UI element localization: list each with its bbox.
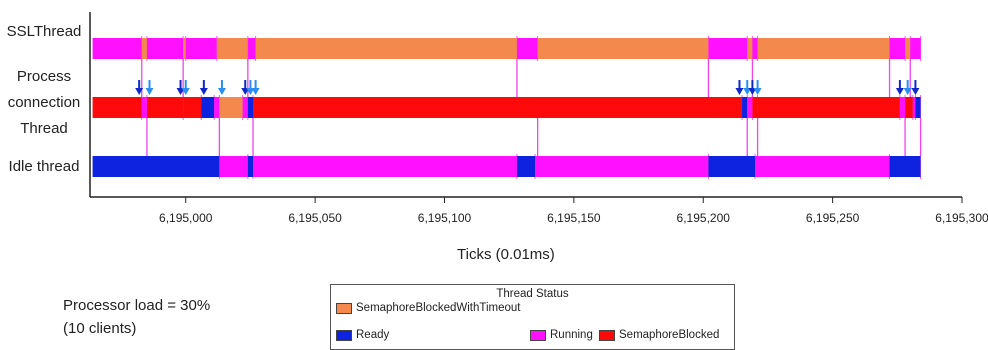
segment-running-bar [516,38,538,59]
x-tick-label: 6,195,300 [935,211,988,225]
segment-running-bar [242,97,248,118]
legend-swatch [336,329,352,341]
segment-ready-bar [247,156,254,177]
segment-semaphoreblockedwithtimeout-bar [757,38,890,59]
segment-running-bar [910,38,921,59]
segment-running-bar [214,97,220,118]
segment-semaphoreblockedwithtimeout-bar [219,97,243,118]
legend-swatch [336,302,352,314]
event-arrow-head [199,88,208,95]
x-tick-label: 6,195,150 [547,211,601,225]
legend-label: Running [550,329,593,341]
event-arrow-head [135,88,144,95]
legend-label: SemaphoreBlockedWithTimeout [356,302,521,314]
x-tick-label: 6,195,050 [288,211,342,225]
lane-label-process-1: Process [16,68,72,85]
segment-running-bar [253,156,517,177]
segment-semaphoreblockedwithtimeout-bar [905,38,911,59]
legend-swatch [599,329,615,341]
segment-semaphoreblockedwithtimeout-bar [747,38,753,59]
legend: Thread Status SemaphoreBlockedWithTimeou… [330,284,735,350]
segment-semaphoreblocked-bar [253,97,743,118]
segment-ready-bar [201,97,215,118]
event-arrow-head [895,88,904,95]
x-tick-label: 6,195,100 [418,211,472,225]
segment-ready-bar [708,156,755,177]
segment-running-bar [146,38,184,59]
event-arrow-head [176,88,185,95]
segment-running-bar [219,156,248,177]
event-arrow-head [903,88,912,95]
legend-title: Thread Status [496,288,569,300]
x-tick-label: 6,195,250 [806,211,860,225]
clients-note: (10 clients) [63,320,137,337]
legend-swatch [530,329,546,341]
segment-semaphoreblocked-bar [183,97,202,118]
segment-ready-bar [889,156,921,177]
segment-running-bar [247,38,256,59]
segment-semaphoreblockedwithtimeout-bar [537,38,709,59]
event-arrow-head [753,88,762,95]
legend-label: Ready [356,329,390,341]
legend-item-running: Running [530,329,593,341]
segment-running-bar [747,97,753,118]
legend-item-blocked-timeout: SemaphoreBlockedWithTimeout [336,302,520,314]
lane-label-idle: Idle thread [8,158,80,175]
segment-semaphoreblocked-bar [146,97,184,118]
segment-ready-bar [247,97,254,118]
segment-running-bar [185,38,217,59]
segment-running-bar [141,97,147,118]
legend-item-semaphore-blocked: SemaphoreBlocked [599,329,719,341]
segment-ready-bar [742,97,748,118]
event-arrow-head [181,88,190,95]
processor-load-note: Processor load = 30% [63,297,211,314]
event-arrow-head [251,88,260,95]
segment-semaphoreblocked-bar [905,97,913,118]
event-arrow-head [145,88,154,95]
segment-semaphoreblockedwithtimeout-bar [141,38,147,59]
event-arrow-head [735,88,744,95]
segment-running-bar [755,156,890,177]
segment-semaphoreblockedwithtimeout-bar [255,38,517,59]
x-axis-title: Ticks (0.01ms) [457,246,555,263]
segment-running-bar [92,38,142,59]
segment-ready-bar [915,97,921,118]
segment-ready-bar [92,156,220,177]
legend-label: SemaphoreBlocked [619,329,720,341]
segment-semaphoreblocked-bar [92,97,142,118]
event-arrow-head [748,88,757,95]
event-arrow-head [246,88,255,95]
segment-running-bar [889,38,906,59]
x-tick-label: 6,195,000 [159,211,213,225]
x-tick-label: 6,195,200 [677,211,731,225]
event-arrow-head [217,88,226,95]
segment-semaphoreblockedwithtimeout-bar [183,38,186,59]
segment-running-bar [535,156,709,177]
event-arrow-head [241,88,250,95]
lane-label-process-2: connection [7,94,81,111]
segment-semaphoreblockedwithtimeout-bar [216,38,248,59]
segment-semaphoreblocked-bar [752,97,758,118]
segment-ready-bar [516,156,536,177]
segment-running-bar [752,38,758,59]
event-arrow-head [911,88,920,95]
legend-item-ready: Ready [336,329,389,341]
lane-label-ssl: SSLThread [6,23,82,40]
segment-running-bar [912,97,916,118]
segment-running-bar [708,38,748,59]
event-arrow-head [743,88,752,95]
segment-running-bar [899,97,906,118]
segment-semaphoreblocked-bar [757,97,900,118]
lane-label-process-3: Thread [20,120,68,137]
timeline-chart: 6,195,000 6,195,050 6,195,100 6,195,150 6,19… [89,12,988,225]
